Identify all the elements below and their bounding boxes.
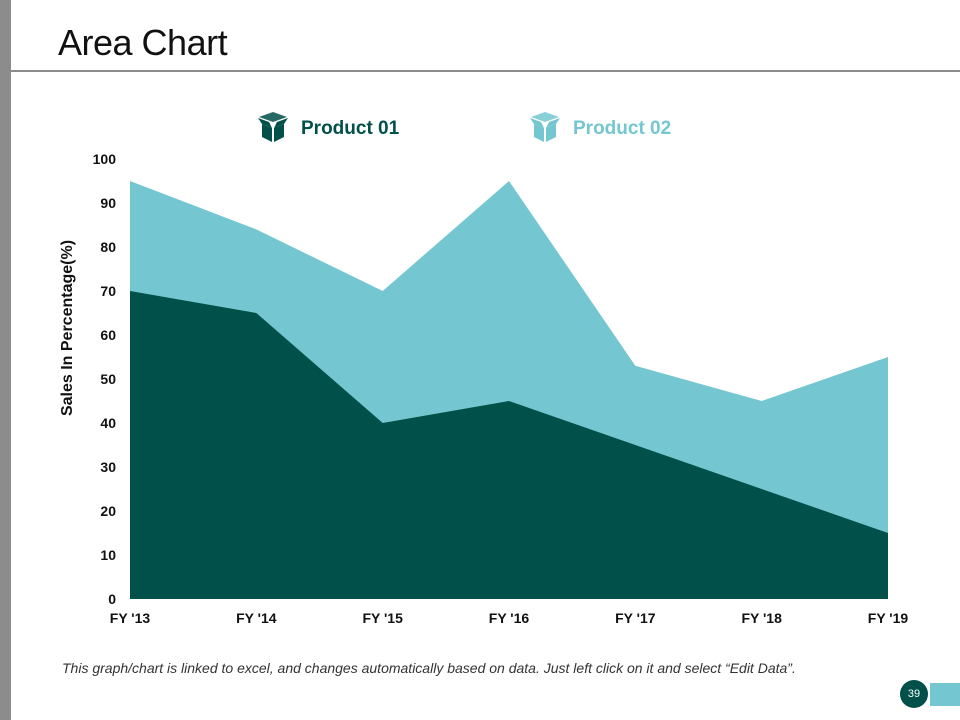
legend-item-product-02[interactable]: Product 02 xyxy=(530,112,671,142)
y-tick-label: 100 xyxy=(93,151,117,167)
y-tick-label: 40 xyxy=(100,415,116,431)
y-tick-label: 30 xyxy=(100,459,116,475)
x-tick-label: FY '15 xyxy=(362,610,403,626)
box-icon xyxy=(530,112,560,142)
box-icon xyxy=(258,112,288,142)
legend-label-product-02: Product 02 xyxy=(573,118,671,139)
title-divider xyxy=(11,70,960,72)
legend-label-product-01: Product 01 xyxy=(301,118,400,139)
x-axis-ticks: FY '13 FY '14 FY '15 FY '16 FY '17 FY '18 FY '… xyxy=(110,610,909,626)
x-tick-label: FY '18 xyxy=(741,610,782,626)
area-series-product-01[interactable] xyxy=(130,291,888,599)
x-tick-label: FY '17 xyxy=(615,610,656,626)
page-badge-accent xyxy=(930,683,960,706)
plot-area xyxy=(130,181,888,599)
y-axis-ticks: 0 10 20 30 40 50 60 70 80 90 100 xyxy=(93,151,117,607)
x-tick-label: FY '13 xyxy=(110,610,151,626)
x-tick-label: FY '14 xyxy=(236,610,277,626)
y-tick-label: 20 xyxy=(100,503,116,519)
side-accent-bar xyxy=(0,0,11,720)
footnote: This graph/chart is linked to excel, and… xyxy=(62,660,796,676)
y-axis-label: Sales In Percentage(%) xyxy=(59,240,76,416)
y-tick-label: 90 xyxy=(100,195,116,211)
chart-legend: Product 01 Product 02 xyxy=(258,112,671,142)
page-number-badge: 39 xyxy=(900,680,928,708)
legend-item-product-01[interactable]: Product 01 xyxy=(258,112,400,142)
y-tick-label: 80 xyxy=(100,239,116,255)
y-tick-label: 10 xyxy=(100,547,116,563)
x-tick-label: FY '16 xyxy=(489,610,530,626)
area-chart[interactable]: Product 01 Product 02 Sales In Percentag… xyxy=(0,0,960,650)
y-tick-label: 70 xyxy=(100,283,116,299)
x-tick-label: FY '19 xyxy=(868,610,909,626)
y-tick-label: 0 xyxy=(108,591,116,607)
y-tick-label: 50 xyxy=(100,371,116,387)
y-tick-label: 60 xyxy=(100,327,116,343)
page-title: Area Chart xyxy=(58,22,228,63)
